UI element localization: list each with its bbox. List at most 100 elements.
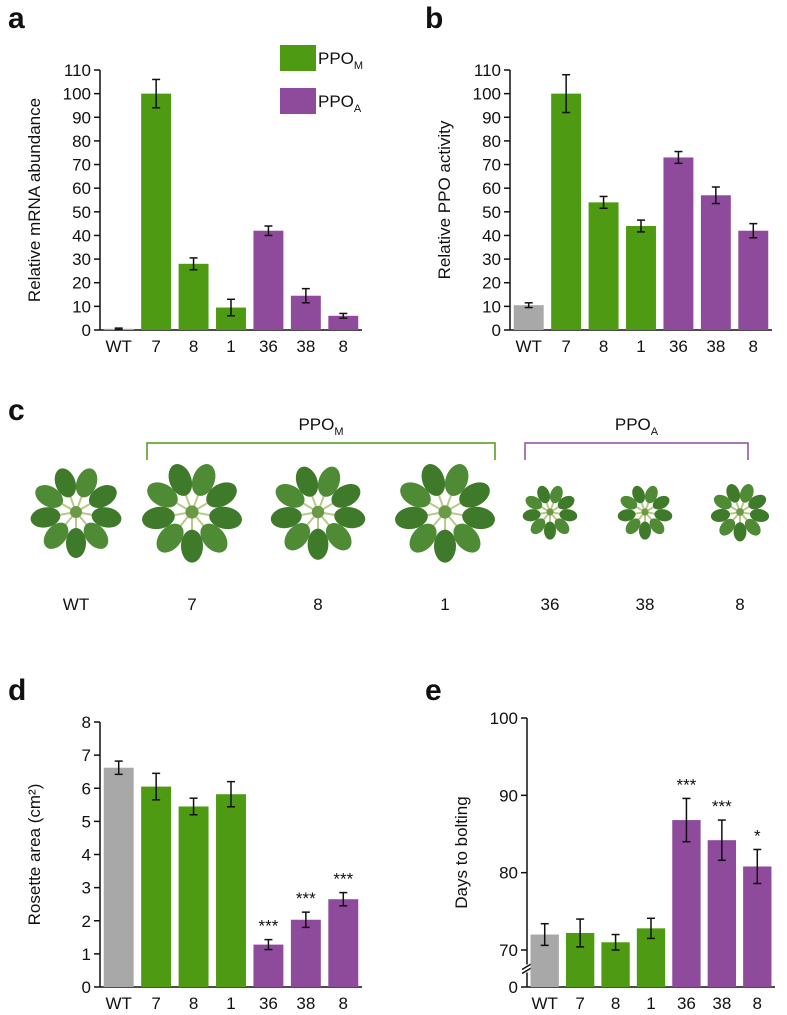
plant-leaf [713, 494, 732, 510]
x-tick-label: 1 [636, 337, 645, 356]
bar [216, 307, 246, 330]
plant-leaf [544, 521, 556, 540]
plant-label: 1 [440, 595, 449, 614]
bar [178, 263, 209, 330]
y-tick-label: 6 [82, 779, 91, 798]
plant-leaf [530, 518, 546, 535]
plant-leaf [710, 508, 730, 522]
plant-leaf [522, 509, 541, 522]
x-tick-label: 7 [561, 337, 570, 356]
x-tick-label: 36 [669, 337, 688, 356]
plant-leaf [35, 485, 64, 508]
plant-center [641, 508, 649, 516]
y-tick-label: 3 [82, 879, 91, 898]
plant-leaf [331, 483, 361, 508]
x-tick-label: 36 [259, 994, 278, 1013]
group-bracket [146, 442, 496, 460]
y-tick-label: 20 [72, 274, 91, 293]
plant-leaf [409, 523, 437, 553]
plant-leaf [270, 507, 302, 529]
x-tick-label: 36 [259, 337, 278, 356]
plant-leaf [719, 518, 736, 536]
plant-leaf [421, 464, 446, 496]
y-tick-label: 4 [82, 846, 91, 865]
y-tick-label: 80 [499, 864, 518, 883]
plant-leaf [453, 523, 481, 553]
plant-leaf [554, 518, 570, 535]
label: PPOM [318, 49, 363, 72]
plant-label: 8 [313, 595, 322, 614]
x-tick-label: WT [515, 337, 541, 356]
plant-center [70, 506, 82, 518]
plant-leaf [307, 528, 329, 560]
bar [663, 157, 694, 330]
x-tick-label: WT [105, 994, 131, 1013]
y-tick-label: 70 [482, 156, 501, 175]
y-axis-label: Relative PPO activity [435, 120, 454, 279]
plant-leaf [91, 507, 122, 528]
bar [588, 202, 619, 330]
y-tick-label: 110 [64, 61, 91, 80]
label-subscript: A [354, 103, 362, 115]
plant-leaf [209, 506, 242, 530]
label-subscript: A [651, 426, 659, 438]
plant-rosette [710, 484, 770, 542]
bar [551, 93, 582, 331]
plant-leaf [43, 522, 69, 549]
plant-leaf [559, 509, 578, 522]
label-main: PPO [318, 92, 354, 111]
plant-leaf [549, 485, 563, 504]
y-tick-label: 100 [473, 85, 501, 104]
y-tick-label: 90 [482, 108, 501, 127]
label: PPOA [615, 415, 659, 438]
label-main: PPO [318, 49, 354, 68]
plant-center [185, 505, 199, 519]
plant-leaf [537, 485, 551, 504]
panel-label: c [8, 394, 25, 427]
plant-leaf [744, 518, 761, 536]
y-tick-label: 70 [72, 156, 91, 175]
x-tick-label: 8 [339, 337, 348, 356]
x-tick-label: 7 [151, 994, 160, 1013]
plant-leaf [191, 464, 216, 496]
plant-center [311, 505, 325, 519]
x-tick-label: 8 [599, 337, 608, 356]
x-tick-label: 1 [646, 994, 655, 1013]
y-tick-label: 90 [499, 786, 518, 805]
x-tick-label: 8 [753, 994, 762, 1013]
plant-leaf [726, 484, 741, 503]
y-axis-label: Days to bolting [452, 796, 471, 908]
x-tick-label: WT [105, 337, 131, 356]
y-tick-label: 80 [482, 132, 501, 151]
x-tick-label: 7 [575, 994, 584, 1013]
plant-center [546, 508, 554, 516]
x-tick-label: 38 [706, 337, 725, 356]
y-tick-label: 5 [82, 812, 91, 831]
significance-label: *** [333, 870, 353, 889]
plant-leaf [75, 468, 98, 498]
plant-leaf [644, 485, 658, 504]
plant-leaf [334, 507, 366, 529]
x-tick-label: 36 [677, 994, 696, 1013]
plant-leaf [83, 522, 109, 549]
plant-label: 8 [735, 595, 744, 614]
label-subscript: M [354, 60, 363, 72]
bar [328, 899, 359, 987]
legend-swatch [280, 88, 316, 114]
bar [216, 794, 246, 987]
x-tick-label: 38 [712, 994, 731, 1013]
plant-leaf [639, 521, 651, 540]
x-tick-label: 7 [151, 337, 160, 356]
plant-leaf [750, 508, 770, 522]
plant-leaf [325, 523, 352, 551]
plant-leaf [625, 518, 641, 535]
x-tick-label: 8 [339, 994, 348, 1013]
y-tick-label: 90 [72, 108, 91, 127]
plant-leaf [654, 509, 673, 522]
y-axis-label: Rosette area (cm²) [25, 784, 44, 926]
plant-leaf [459, 482, 490, 508]
bar [141, 786, 172, 987]
bar [738, 230, 769, 330]
x-tick-label: 8 [189, 337, 198, 356]
plant-leaf [284, 523, 311, 551]
